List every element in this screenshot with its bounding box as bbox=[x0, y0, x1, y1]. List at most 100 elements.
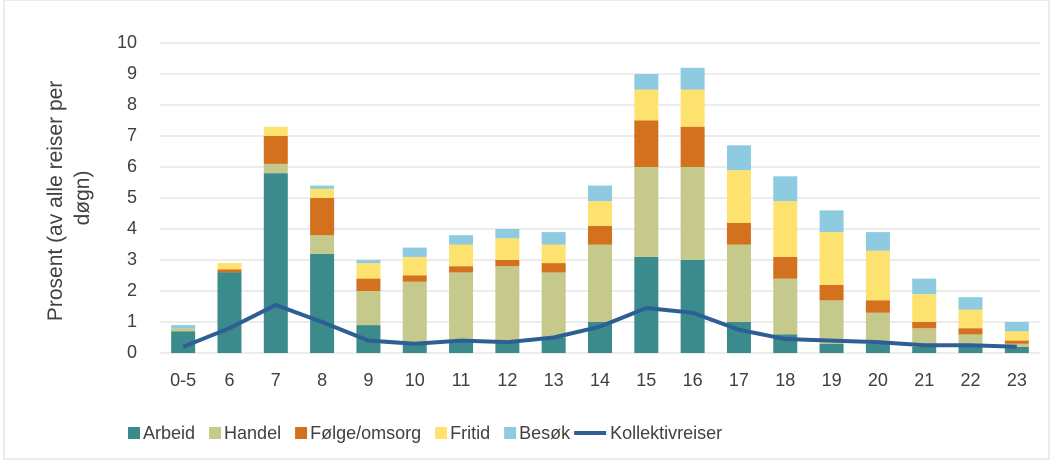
bar-segment bbox=[217, 272, 242, 353]
bar-segment bbox=[541, 232, 566, 245]
bar-segment bbox=[449, 266, 474, 273]
y-tick-label: 3 bbox=[127, 249, 137, 269]
bar-segment bbox=[356, 291, 381, 326]
bar-segment bbox=[1004, 322, 1029, 332]
x-tick-label: 8 bbox=[317, 370, 327, 390]
x-tick-label: 14 bbox=[590, 370, 610, 390]
bar-segment bbox=[726, 145, 751, 171]
y-tick-label: 0 bbox=[127, 342, 137, 362]
bar-segment bbox=[634, 120, 659, 167]
bar-segment bbox=[263, 136, 288, 164]
bar-segment bbox=[819, 300, 844, 344]
bar-segment bbox=[356, 278, 381, 291]
bar-segment bbox=[865, 343, 890, 353]
y-tick-label: 6 bbox=[127, 156, 137, 176]
bar-segment bbox=[263, 126, 288, 136]
bar-segment bbox=[1004, 346, 1029, 353]
bar-segment bbox=[680, 167, 705, 260]
legend-label: Arbeid bbox=[143, 423, 195, 443]
bar-segment bbox=[171, 325, 196, 329]
bar-segment bbox=[217, 269, 242, 273]
bar-segment bbox=[588, 244, 612, 322]
bar-segment bbox=[634, 256, 659, 353]
bar-segment bbox=[402, 343, 427, 353]
bar-segment bbox=[958, 346, 983, 353]
bar-segment bbox=[634, 167, 659, 257]
bar-segment bbox=[819, 232, 844, 285]
bar-segment bbox=[773, 256, 798, 279]
x-tick-label: 18 bbox=[775, 370, 795, 390]
bar-segment bbox=[958, 297, 983, 310]
bar-segment bbox=[495, 260, 520, 267]
bar-segment bbox=[1004, 340, 1029, 344]
bar-segment bbox=[912, 328, 937, 347]
legend-label: Besøk bbox=[519, 423, 571, 443]
bar-segment bbox=[865, 312, 890, 344]
x-tick-label: 19 bbox=[822, 370, 842, 390]
legend-swatch bbox=[128, 427, 140, 439]
bar-segment bbox=[819, 343, 844, 353]
bar-segment bbox=[402, 275, 427, 282]
bar-segment bbox=[541, 272, 566, 338]
legend-label: Kollektivreiser bbox=[610, 423, 722, 443]
bar-segment bbox=[773, 176, 798, 202]
y-tick-label: 1 bbox=[127, 311, 137, 331]
y-tick-label: 10 bbox=[117, 32, 137, 52]
bar-segment bbox=[819, 210, 844, 233]
bar-segment bbox=[541, 337, 566, 353]
bar-segment bbox=[865, 232, 890, 251]
bar-segment bbox=[773, 201, 798, 257]
bar-segment bbox=[912, 294, 937, 322]
bar-segment bbox=[449, 244, 474, 267]
bar-segment bbox=[680, 89, 705, 127]
bar-segment bbox=[958, 328, 983, 335]
bar-segment bbox=[634, 74, 659, 90]
bar-segment bbox=[680, 67, 705, 90]
x-tick-label: 23 bbox=[1007, 370, 1027, 390]
bar-segment bbox=[310, 198, 335, 236]
bar-segment bbox=[402, 256, 427, 276]
bar-segment bbox=[912, 278, 937, 295]
bar-segment bbox=[541, 244, 566, 264]
x-tick-label: 15 bbox=[636, 370, 656, 390]
bar-segment bbox=[171, 331, 196, 353]
y-axis-title: Prosent (av alle reiser per døgn) bbox=[44, 75, 94, 321]
bar-segment bbox=[588, 185, 612, 202]
bar-segment bbox=[819, 284, 844, 301]
bar-segment bbox=[958, 309, 983, 329]
x-tick-label: 7 bbox=[271, 370, 281, 390]
bar-segment bbox=[449, 272, 474, 341]
bar-segment bbox=[356, 263, 381, 279]
bar-segment bbox=[263, 173, 288, 353]
bar-segment bbox=[680, 126, 705, 167]
x-tick-label: 17 bbox=[729, 370, 749, 390]
bar-segment bbox=[912, 346, 937, 353]
bar-segment bbox=[912, 322, 937, 329]
legend-swatch bbox=[209, 427, 222, 439]
bar-segment bbox=[171, 328, 196, 332]
bar-segment bbox=[865, 300, 890, 313]
y-axis-title-line: Prosent (av alle reiser per bbox=[44, 81, 67, 321]
x-tick-label: 22 bbox=[961, 370, 981, 390]
bar-segment bbox=[449, 340, 474, 353]
bar-segment bbox=[588, 201, 612, 226]
bar-segment bbox=[402, 281, 427, 344]
bar-segment bbox=[634, 89, 659, 121]
bar-segment bbox=[495, 238, 520, 260]
chart-frame bbox=[3, 0, 1050, 460]
y-tick-label: 5 bbox=[127, 187, 137, 207]
x-tick-label: 12 bbox=[497, 370, 517, 390]
legend-label: Fritid bbox=[450, 423, 490, 443]
x-tick-label: 10 bbox=[405, 370, 425, 390]
bar-segment bbox=[726, 244, 751, 322]
bar-segment bbox=[773, 278, 798, 335]
legend-swatch bbox=[435, 427, 448, 439]
bar-segment bbox=[541, 263, 566, 273]
legend-label: Handel bbox=[224, 423, 281, 443]
bar-segment bbox=[310, 188, 335, 198]
bar-segment bbox=[263, 163, 288, 174]
y-tick-label: 8 bbox=[127, 94, 137, 114]
bar-segment bbox=[310, 235, 335, 254]
x-tick-label: 21 bbox=[914, 370, 934, 390]
